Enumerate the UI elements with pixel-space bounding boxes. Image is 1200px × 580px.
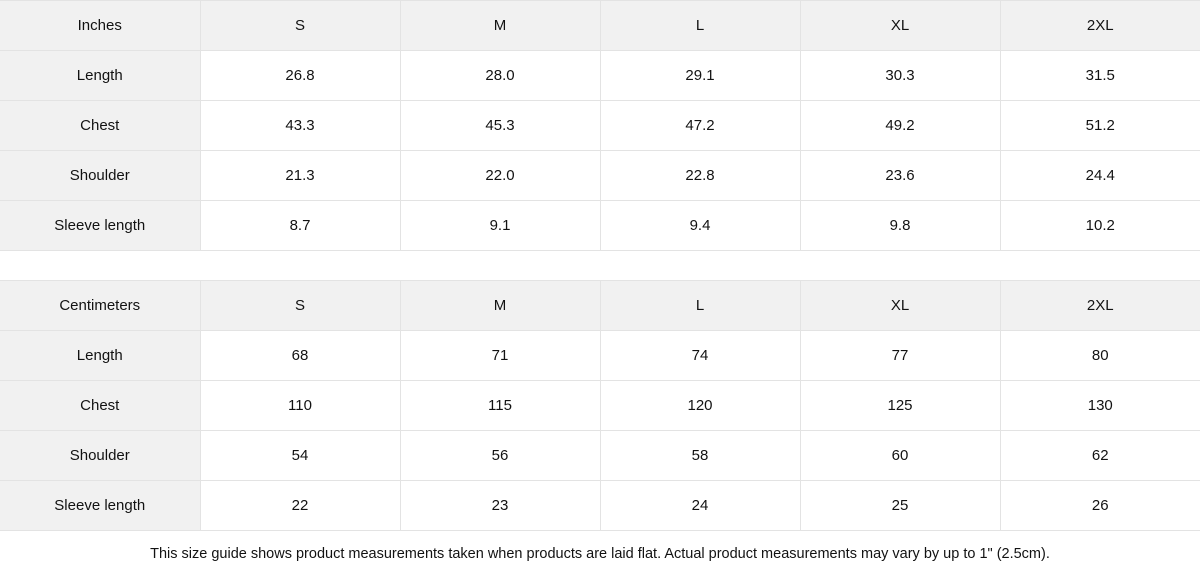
size-header-m: M [400,0,601,51]
cell-cm-shoulder-s: 54 [200,430,401,481]
cell-sleeve-length-m: 9.1 [400,200,601,251]
measurement-label-shoulder: Shoulder [0,150,201,201]
cell-chest-2xl: 51.2 [1000,100,1200,151]
cell-cm-chest-s: 110 [200,380,401,431]
measurement-label-cm-sleeve-length: Sleeve length [0,480,201,531]
size-header-cm-l: L [600,280,801,331]
cell-cm-sleeve-length-xl: 25 [800,480,1001,531]
cell-length-xl: 30.3 [800,50,1001,101]
size-guide-footnote-row: This size guide shows product measuremen… [0,530,1200,579]
cell-sleeve-length-2xl: 10.2 [1000,200,1200,251]
cell-cm-sleeve-length-l: 24 [600,480,801,531]
cell-cm-shoulder-xl: 60 [800,430,1001,481]
cell-shoulder-m: 22.0 [400,150,601,201]
inches-table-header: Inches S M L XL 2XL [0,0,1200,51]
size-header-s: S [200,0,401,51]
cell-cm-length-s: 68 [200,330,401,381]
measurement-label-length: Length [0,50,201,101]
measurement-label-chest: Chest [0,100,201,151]
measurement-label-cm-length: Length [0,330,201,381]
cell-chest-m: 45.3 [400,100,601,151]
cell-cm-length-xl: 77 [800,330,1001,381]
inches-table-body: Length 26.8 28.0 29.1 30.3 31.5 Chest 43… [0,50,1200,579]
cell-shoulder-l: 22.8 [600,150,801,201]
cell-chest-s: 43.3 [200,100,401,151]
cell-cm-chest-2xl: 130 [1000,380,1200,431]
table-spacer-row [0,250,1200,281]
cell-cm-sleeve-length-m: 23 [400,480,601,531]
size-header-cm-s: S [200,280,401,331]
cell-cm-length-2xl: 80 [1000,330,1200,381]
size-header-l: L [600,0,801,51]
cell-length-m: 28.0 [400,50,601,101]
size-header-cm-m: M [400,280,601,331]
cell-chest-l: 47.2 [600,100,801,151]
size-header-cm-2xl: 2XL [1000,280,1200,331]
table-row: Sleeve length 8.7 9.1 9.4 9.8 10.2 [0,200,1200,251]
unit-label-centimeters: Centimeters [0,280,201,331]
unit-label-inches: Inches [0,0,201,51]
cell-sleeve-length-s: 8.7 [200,200,401,251]
cell-length-l: 29.1 [600,50,801,101]
cell-cm-chest-xl: 125 [800,380,1001,431]
header-row-centimeters: Centimeters S M L XL 2XL [0,280,1200,331]
measurement-label-sleeve-length: Sleeve length [0,200,201,251]
table-row: Length 68 71 74 77 80 [0,330,1200,381]
cell-cm-length-l: 74 [600,330,801,381]
cell-cm-sleeve-length-2xl: 26 [1000,480,1200,531]
cell-sleeve-length-xl: 9.8 [800,200,1001,251]
cell-sleeve-length-l: 9.4 [600,200,801,251]
cell-chest-xl: 49.2 [800,100,1001,151]
cell-shoulder-s: 21.3 [200,150,401,201]
measurement-label-cm-shoulder: Shoulder [0,430,201,481]
table-row: Sleeve length 22 23 24 25 26 [0,480,1200,531]
size-header-cm-xl: XL [800,280,1001,331]
cell-shoulder-2xl: 24.4 [1000,150,1200,201]
cell-cm-sleeve-length-s: 22 [200,480,401,531]
cell-cm-chest-l: 120 [600,380,801,431]
table-row: Shoulder 21.3 22.0 22.8 23.6 24.4 [0,150,1200,201]
cell-cm-shoulder-2xl: 62 [1000,430,1200,481]
header-row-inches: Inches S M L XL 2XL [0,0,1200,51]
cell-length-2xl: 31.5 [1000,50,1200,101]
table-row: Length 26.8 28.0 29.1 30.3 31.5 [0,50,1200,101]
size-header-2xl: 2XL [1000,0,1200,51]
cell-cm-shoulder-m: 56 [400,430,601,481]
cell-cm-length-m: 71 [400,330,601,381]
cell-length-s: 26.8 [200,50,401,101]
table-spacer-cell [0,250,1200,281]
cell-cm-shoulder-l: 58 [600,430,801,481]
size-header-xl: XL [800,0,1001,51]
table-row: Chest 110 115 120 125 130 [0,380,1200,431]
table-row: Shoulder 54 56 58 60 62 [0,430,1200,481]
cell-shoulder-xl: 23.6 [800,150,1001,201]
table-row: Chest 43.3 45.3 47.2 49.2 51.2 [0,100,1200,151]
measurement-label-cm-chest: Chest [0,380,201,431]
cell-cm-chest-m: 115 [400,380,601,431]
size-guide-footnote: This size guide shows product measuremen… [0,530,1200,579]
